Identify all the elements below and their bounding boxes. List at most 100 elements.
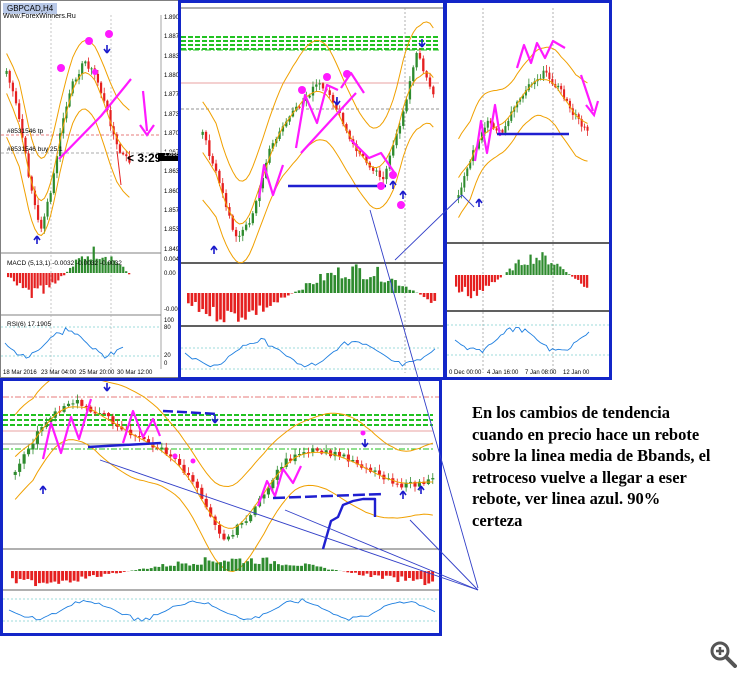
sell-arrow <box>211 415 219 424</box>
p4-macd-hist-bar <box>103 571 107 574</box>
p4-macd-hist-bar <box>188 565 192 571</box>
p4-candle <box>222 533 226 540</box>
p4-macd-hist-bar <box>319 566 323 571</box>
p4-macd-hist-bar <box>172 565 176 571</box>
p1-candle <box>55 156 59 174</box>
p4-macd-hist-bar <box>192 563 196 571</box>
annot-dot <box>172 453 178 459</box>
rsi-label: RSI(6) 17.1905 <box>7 321 52 328</box>
window-title[interactable]: GBPCAD,H4 <box>3 3 58 14</box>
p1-macd-hist-bar <box>83 258 86 273</box>
p4-candle <box>315 448 319 451</box>
p4-macd-hist-bar <box>253 563 257 571</box>
buy-arrow <box>33 235 41 244</box>
p1-macd-hist-bar <box>9 273 13 278</box>
p4-macd-hist-bar <box>211 561 215 571</box>
p2-macd-hist-bar <box>197 293 201 312</box>
p2-macd-hist-bar <box>412 290 415 293</box>
p4-macd-hist-bar <box>230 558 234 571</box>
p1-rsi-line <box>4 327 124 359</box>
p3-macd-hist-bar <box>526 264 529 275</box>
sell-arrow <box>333 97 341 106</box>
p2-candle <box>318 83 321 85</box>
rsi-tick: 80 <box>164 325 171 331</box>
p3-macd-hist-bar <box>586 275 589 288</box>
p2-macd-hist-bar <box>279 293 283 298</box>
p2-candle <box>261 177 265 189</box>
p2-macd-hist-bar <box>229 293 233 313</box>
p4-macd-hist-bar <box>176 561 180 571</box>
p1-candle <box>81 63 84 75</box>
p1-macd-hist-bar <box>54 273 57 284</box>
p2-candle <box>321 83 325 89</box>
p1-candle <box>59 133 62 157</box>
price-marker-label: 1.866 <box>164 152 180 158</box>
p4-macd-hist-bar <box>22 571 26 580</box>
p2-macd-hist-bar <box>347 278 351 293</box>
price-tick: 1.863 <box>164 169 180 176</box>
p2-candle <box>214 163 218 171</box>
p4-candle <box>93 411 97 414</box>
p4-candle <box>26 449 31 455</box>
p1-macd-hist-bar <box>69 267 72 273</box>
p2-macd-hist-bar <box>394 280 397 293</box>
p4-macd-hist-bar <box>276 564 280 571</box>
p2-candle <box>335 102 338 110</box>
p4-macd-hist-bar <box>165 566 169 571</box>
p1-macd-hist-bar <box>98 259 101 273</box>
p2-macd-hist-bar <box>319 273 322 293</box>
p1-macd-hist-bar <box>116 263 119 273</box>
p4-macd-hist-bar <box>300 565 303 571</box>
p3-macd-hist-bar <box>523 264 526 275</box>
p4-candle <box>373 470 377 472</box>
p4-candle <box>186 472 191 476</box>
p1-candle <box>87 61 90 69</box>
p2-macd-hist-bar <box>251 293 254 311</box>
p3-candle <box>466 168 469 177</box>
p1-candle <box>52 173 55 194</box>
buy-arrow <box>39 485 47 494</box>
p2-macd-hist-bar <box>362 279 365 293</box>
p2-candle <box>395 133 398 146</box>
p4-macd-hist-bar <box>64 571 68 581</box>
p4-candle <box>311 448 315 453</box>
p3-candle <box>563 89 566 99</box>
p1-macd-hist-bar <box>45 273 48 286</box>
p3-macd-hist-bar <box>529 254 532 275</box>
p2-band-upper <box>202 21 434 182</box>
p2-macd-hist-bar <box>408 289 412 293</box>
p1-candle <box>8 70 11 83</box>
p2-candle <box>234 229 238 237</box>
p3-macd-hist-bar <box>553 264 556 275</box>
p3-candle <box>492 123 495 129</box>
p4-macd-hist-bar <box>157 566 161 571</box>
p4-macd-hist-bar <box>404 571 408 581</box>
p4-macd-hist-bar <box>373 571 377 576</box>
time-tick: 18 Mar 2016 <box>3 370 37 376</box>
p4-macd-hist-bar <box>296 565 300 571</box>
p4-macd-hist-bar <box>30 571 34 581</box>
p2-macd-hist-bar <box>372 276 376 293</box>
p4-macd-hist-bar <box>369 571 373 578</box>
p3-candle <box>504 126 507 133</box>
p3-candle <box>489 120 492 124</box>
p1-macd-hist-bar <box>18 273 22 284</box>
magnifier-plus-icon[interactable] <box>709 640 737 668</box>
p4-candle <box>98 413 102 415</box>
p2-macd-hist-bar <box>312 284 315 293</box>
p3-macd-hist-bar <box>478 275 482 290</box>
down-arrow-head <box>139 124 155 137</box>
p2-candle <box>405 99 408 112</box>
annot-dot <box>343 70 351 78</box>
p4-macd-hist-bar <box>115 571 118 574</box>
p4-macd-hist-bar <box>226 561 230 571</box>
p3-macd-hist-bar <box>562 269 565 275</box>
p2-macd-hist-bar <box>354 264 358 293</box>
p3-candle <box>486 120 489 128</box>
p2-macd-hist-bar <box>269 293 272 306</box>
p3-macd-hist-bar <box>520 265 523 275</box>
p1-candle <box>71 81 74 94</box>
p1-macd-hist-bar <box>42 273 45 294</box>
time-tick: 23 Mar 04:00 <box>41 370 77 376</box>
p4-macd-hist-bar <box>334 569 338 571</box>
